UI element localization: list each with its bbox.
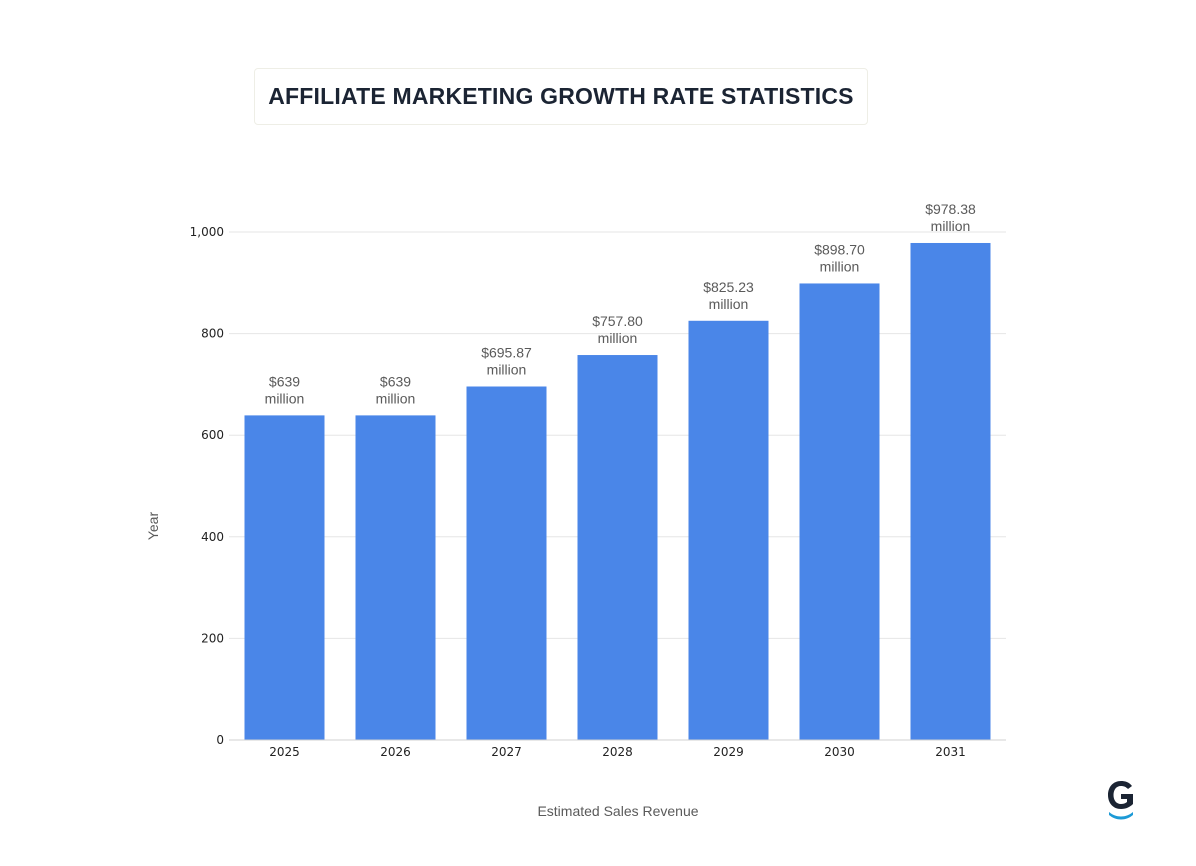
data-label-unit: million (265, 390, 305, 406)
data-label-value: $639 (380, 373, 411, 389)
y-axis-title: Year (145, 512, 161, 541)
data-label-value: $898.70 (814, 241, 865, 257)
bar-2028 (577, 355, 658, 740)
y-tick-label: 1,000 (190, 225, 224, 239)
x-tick-label: 2027 (491, 745, 522, 759)
chart-title-box: AFFILIATE MARKETING GROWTH RATE STATISTI… (254, 68, 868, 125)
data-label-unit: million (376, 390, 416, 406)
bar-2029 (688, 320, 769, 740)
logo-g-shape (1108, 781, 1133, 809)
y-tick-label: 600 (201, 428, 224, 442)
data-labels: $639 million$639 million$695.87 million$757… (265, 201, 976, 406)
data-label-unit: million (709, 296, 749, 312)
data-label-2025: $639 million (265, 373, 305, 406)
x-tick-label: 2025 (269, 745, 300, 759)
logo-accent-swoosh (1109, 812, 1133, 820)
y-tick-label: 800 (201, 327, 224, 341)
bar-2025 (244, 415, 325, 740)
data-label-value: $978.38 (925, 201, 976, 217)
x-axis-ticks: 2025 2026 2027 2028 2029 2030 2031 (269, 745, 966, 759)
y-tick-label: 200 (201, 631, 224, 645)
data-label-2030: $898.70 million (814, 241, 865, 274)
data-label-value: $757.80 (592, 313, 643, 329)
data-label-2028: $757.80 million (592, 313, 643, 346)
x-axis-title: Estimated Sales Revenue (537, 803, 698, 819)
y-tick-label: 400 (201, 530, 224, 544)
data-label-unit: million (931, 218, 971, 234)
data-label-unit: million (598, 330, 638, 346)
data-label-unit: million (487, 361, 527, 377)
data-label-unit: million (820, 258, 860, 274)
bar-2027 (466, 386, 547, 740)
bar-2030 (799, 283, 880, 740)
x-tick-label: 2028 (602, 745, 633, 759)
x-tick-label: 2031 (935, 745, 966, 759)
data-label-value: $639 (269, 373, 300, 389)
chart-title: AFFILIATE MARKETING GROWTH RATE STATISTI… (268, 83, 854, 109)
x-tick-label: 2026 (380, 745, 411, 759)
data-label-2029: $825.23 million (703, 279, 754, 312)
data-label-value: $825.23 (703, 279, 754, 295)
data-label-2026: $639 million (376, 373, 416, 406)
x-tick-label: 2030 (824, 745, 855, 759)
x-tick-label: 2029 (713, 745, 744, 759)
data-label-2027: $695.87 million (481, 344, 532, 377)
y-tick-label: 0 (216, 733, 224, 747)
data-label-value: $695.87 (481, 344, 532, 360)
y-axis-ticks: 0 200 400 600 800 1,000 (190, 225, 224, 747)
bars (244, 242, 991, 740)
g-logo-icon (1108, 781, 1133, 820)
bar-2026 (355, 415, 436, 740)
data-label-2031: $978.38 million (925, 201, 976, 234)
bar-2031 (910, 242, 991, 740)
